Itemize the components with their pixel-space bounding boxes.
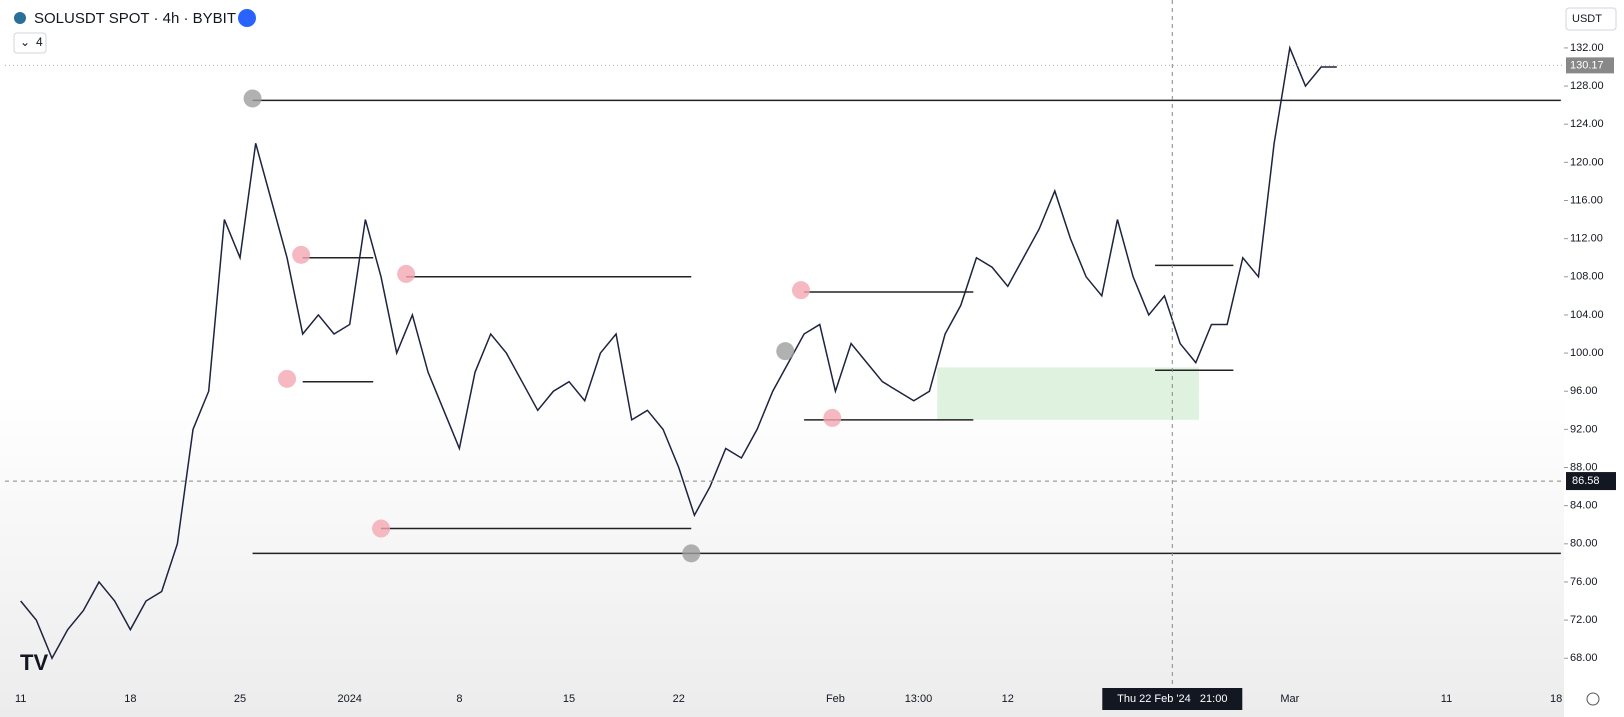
currency-button[interactable] — [1565, 7, 1617, 31]
last-price-label: 130.17 — [1570, 59, 1604, 71]
x-tick-label: 18 — [1550, 693, 1562, 705]
pivot-marker — [397, 264, 416, 283]
y-tick-label: 120.00 — [1570, 156, 1604, 168]
logo: TV — [20, 650, 48, 675]
x-tick-label: 11 — [15, 693, 26, 705]
crosshair-y-label: 86.58 — [1572, 475, 1600, 487]
last-price-tag — [1566, 57, 1614, 74]
pivot-marker — [243, 89, 262, 108]
y-tick-label: 112.00 — [1570, 233, 1603, 245]
y-tick-label: 108.00 — [1570, 271, 1604, 283]
y-tick-label: 80.00 — [1570, 538, 1598, 550]
replay-button[interactable] — [238, 9, 256, 27]
chart-title: SOLUSDT SPOT · 4h · BYBIT — [34, 10, 236, 27]
x-tick-label: 8 — [456, 693, 462, 705]
x-tick-label: Feb — [826, 693, 845, 705]
x-tick-label: 18 — [124, 693, 136, 705]
currency: USDT — [1572, 13, 1602, 25]
y-tick-label: 132.00 — [1570, 42, 1604, 54]
pivot-marker — [776, 342, 795, 361]
y-tick-label: 128.00 — [1570, 80, 1604, 92]
settings-icon[interactable] — [1586, 692, 1600, 706]
y-tick-label: 104.00 — [1570, 309, 1604, 321]
pivot-marker — [372, 519, 391, 538]
x-tick-label: 11 — [1441, 693, 1452, 705]
crosshair-x-tag — [1102, 688, 1243, 710]
y-tick-label: 100.00 — [1570, 347, 1604, 359]
x-tick-label: 2024 — [337, 693, 361, 705]
pivot-marker — [823, 408, 842, 427]
crosshair-x-label: Thu 22 Feb '24 21:00 — [1117, 693, 1227, 705]
pivot-marker — [682, 544, 701, 563]
symbol-icon — [14, 12, 26, 24]
pivot-marker — [292, 245, 311, 264]
y-tick-label: 96.00 — [1570, 385, 1598, 397]
x-tick-label: 22 — [673, 693, 685, 705]
indicator-toggle[interactable] — [13, 32, 47, 54]
x-tick-label: 12 — [1002, 693, 1014, 705]
y-tick-label: 76.00 — [1570, 576, 1598, 588]
x-tick-label: Mar — [1280, 693, 1299, 705]
chevron: ⌄ — [20, 35, 30, 49]
y-tick-label: 92.00 — [1570, 423, 1598, 435]
price-line — [20, 45, 1337, 660]
y-tick-label: 116.00 — [1570, 194, 1603, 206]
y-tick-label: 88.00 — [1570, 461, 1598, 473]
y-tick-label: 72.00 — [1570, 614, 1598, 626]
x-tick-label: 13:00 — [905, 693, 933, 705]
price-axis-bg — [1564, 0, 1624, 717]
x-tick-label: 25 — [234, 693, 246, 705]
crosshair-y-tag — [1566, 472, 1616, 491]
pivot-marker — [791, 281, 810, 300]
y-tick-label: 124.00 — [1570, 118, 1604, 130]
x-tick-label: 15 — [563, 693, 575, 705]
y-tick-label: 68.00 — [1570, 652, 1598, 664]
demand-zone — [937, 367, 1199, 420]
indicator-count: 4 — [36, 35, 43, 49]
pivot-marker — [278, 369, 297, 388]
y-tick-label: 84.00 — [1570, 500, 1598, 512]
